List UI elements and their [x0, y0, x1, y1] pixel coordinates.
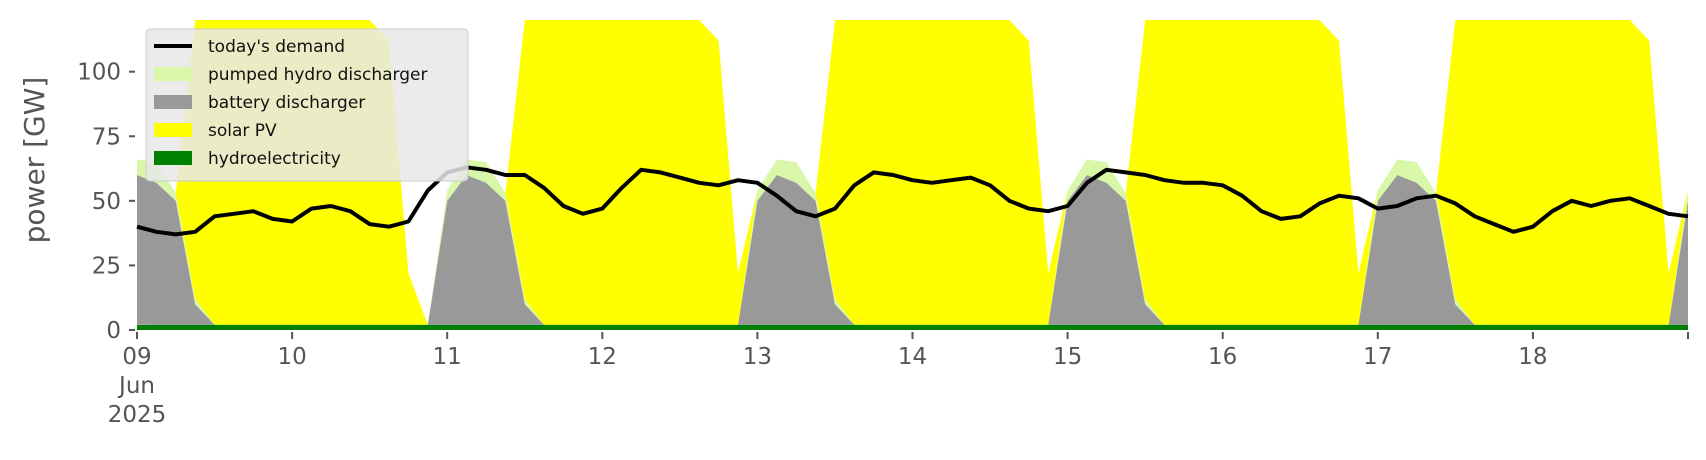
y-axis-label: power [GW]	[18, 77, 51, 244]
area-solar	[137, 20, 1688, 325]
y-tick-label: 75	[92, 124, 121, 150]
stacked-areas	[137, 20, 1688, 330]
x-tick-label: 17	[1363, 344, 1392, 370]
x-tick-label: 18	[1518, 344, 1547, 370]
y-tick-label: 50	[92, 189, 121, 215]
x-tick-label: 13	[743, 344, 772, 370]
x-tick-label: 12	[588, 344, 617, 370]
y-tick-label: 0	[106, 318, 121, 344]
legend-label-pumped_hydro: pumped hydro discharger	[208, 65, 427, 85]
x-tick-label: 16	[1208, 344, 1237, 370]
area-hydro	[137, 324, 1688, 330]
x-tick-label: 14	[898, 344, 927, 370]
area-battery	[137, 175, 1688, 325]
x-tick-label: 11	[433, 344, 462, 370]
y-tick-label: 25	[92, 253, 121, 279]
legend: today's demand pumped hydro discharger bat…	[145, 28, 469, 182]
legend-swatch-battery	[154, 95, 192, 109]
legend-swatch-hydro	[154, 151, 192, 165]
legend-box	[145, 28, 469, 182]
legend-swatch-solar	[154, 123, 192, 137]
x-tick-label: 10	[277, 344, 306, 370]
legend-label-hydro: hydroelectricity	[208, 149, 341, 169]
legend-swatch-pumped_hydro	[154, 67, 192, 81]
y-tick-label: 100	[77, 60, 121, 86]
legend-label-battery: battery discharger	[208, 93, 365, 113]
legend-label-demand: today's demand	[208, 37, 345, 57]
legend-label-solar: solar PV	[208, 121, 277, 141]
axes: 0 25 50 75 100 09 Jun 2025 10 11 12 13 14 15 16 17 18	[77, 60, 1689, 428]
x-tick-label: 09 Jun 2025	[108, 344, 167, 428]
x-tick-label: 15	[1053, 344, 1082, 370]
demand-line	[136, 165, 1689, 237]
